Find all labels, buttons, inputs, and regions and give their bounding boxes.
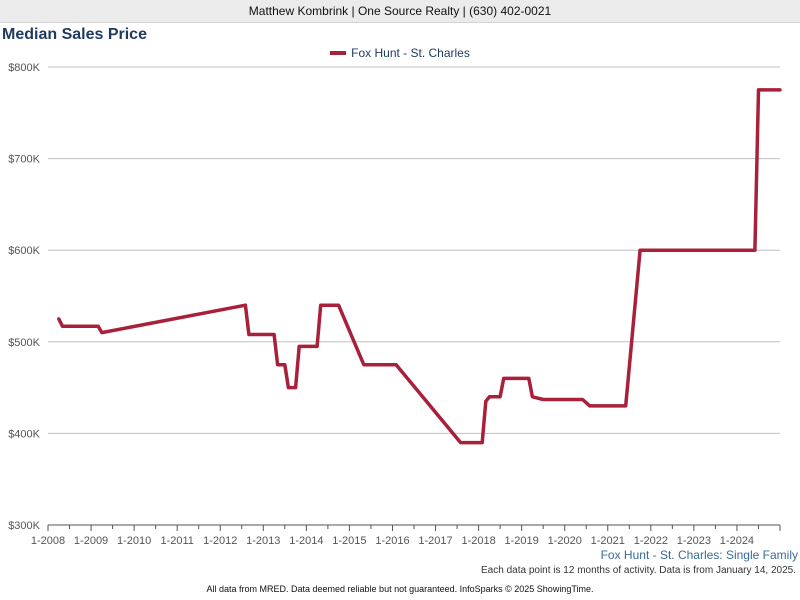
x-tick-label: 1-2008 (31, 535, 65, 547)
x-tick-label: 1-2010 (117, 535, 151, 547)
y-tick-label: $400K (8, 428, 40, 440)
header-bar: Matthew Kombrink | One Source Realty | (… (0, 0, 800, 23)
x-tick-label: 1-2015 (332, 535, 366, 547)
x-tick-label: 1-2017 (418, 535, 452, 547)
x-tick-label: 1-2009 (74, 535, 108, 547)
legend-label: Fox Hunt - St. Charles (351, 46, 470, 60)
data-note: Each data point is 12 months of activity… (481, 565, 796, 576)
x-tick-label: 1-2011 (160, 535, 193, 547)
x-tick-label: 1-2012 (203, 535, 237, 547)
x-tick-label: 1-2020 (548, 535, 582, 547)
x-tick-label: 1-2022 (634, 535, 668, 547)
legend-swatch (330, 51, 347, 55)
x-tick-label: 1-2013 (246, 535, 280, 547)
x-tick-label: 1-2019 (505, 535, 539, 547)
x-tick-label: 1-2024 (720, 535, 754, 547)
chart-title: Median Sales Price (2, 26, 147, 43)
y-tick-label: $800K (8, 62, 40, 74)
x-tick-label: 1-2023 (677, 535, 711, 547)
x-tick-label: 1-2014 (289, 535, 323, 547)
x-tick-label: 1-2018 (461, 535, 495, 547)
series-caption: Fox Hunt - St. Charles: Single Family (600, 548, 798, 562)
header-text: Matthew Kombrink | One Source Realty | (… (248, 4, 552, 18)
y-tick-label: $500K (8, 337, 40, 349)
footer-disclaimer: All data from MRED. Data deemed reliable… (206, 584, 594, 594)
y-tick-label: $300K (8, 520, 40, 532)
y-tick-label: $600K (8, 245, 40, 257)
legend: Fox Hunt - St. Charles (0, 46, 800, 60)
y-tick-label: $700K (8, 154, 40, 166)
x-tick-label: 1-2021 (591, 535, 625, 547)
series-line (57, 88, 782, 445)
x-tick-label: 1-2016 (375, 535, 409, 547)
